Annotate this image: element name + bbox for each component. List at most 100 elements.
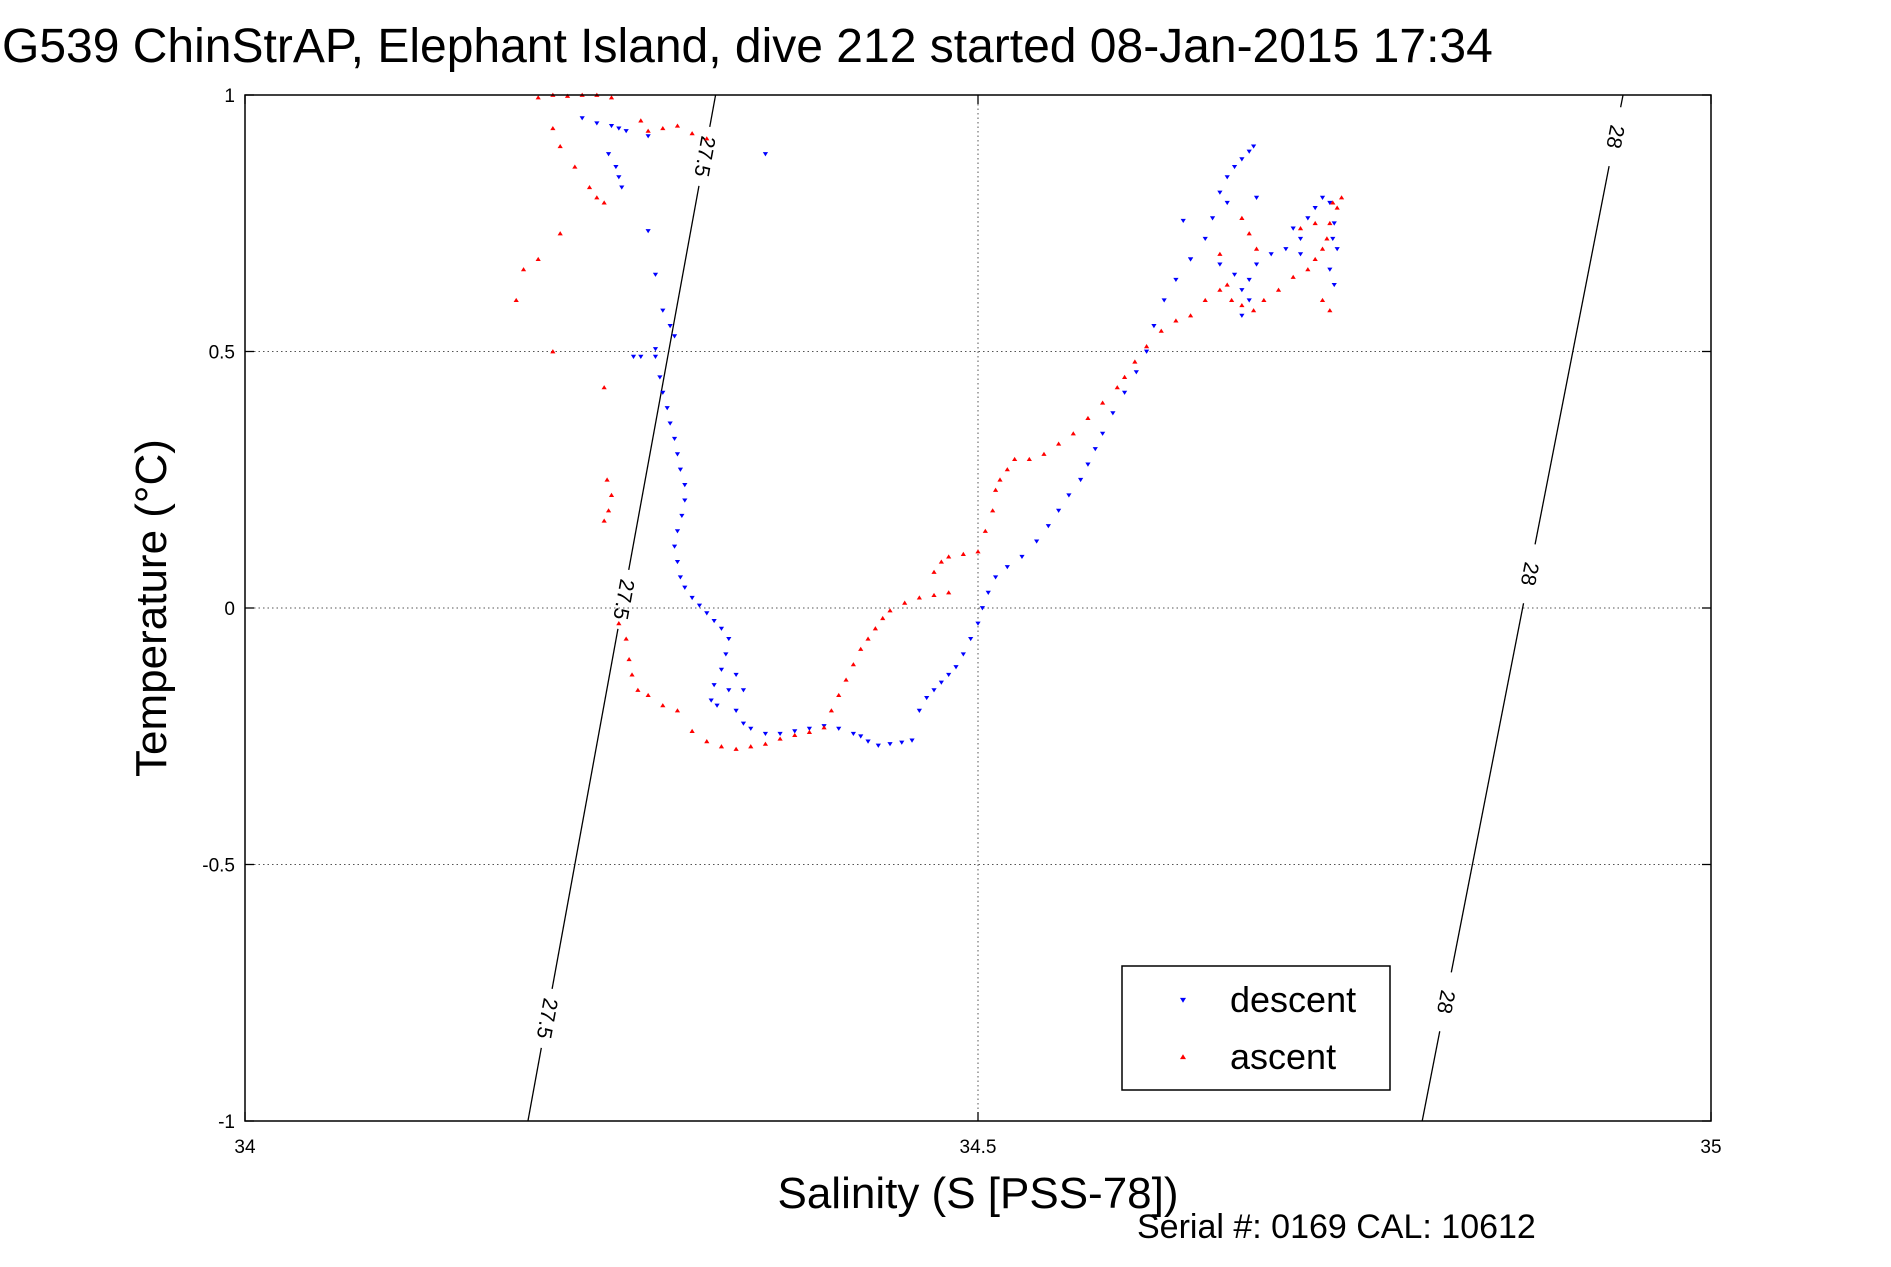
legend: descent ascent (1121, 965, 1391, 1091)
descent-point (975, 621, 981, 626)
ascent-point (520, 267, 527, 272)
ascent-point (608, 492, 615, 497)
descent-point (887, 742, 893, 747)
descent-point (704, 611, 710, 616)
ascent-point (762, 741, 769, 746)
descent-point (726, 688, 732, 693)
descent-point (1161, 298, 1167, 303)
descent-point (718, 667, 725, 672)
ascent-point (1217, 287, 1223, 292)
descent-point (616, 175, 622, 180)
descent-point (660, 308, 666, 313)
descent-point (1283, 247, 1289, 252)
ascent-point (638, 118, 644, 123)
ascent-point (1246, 231, 1252, 236)
ascent-point (626, 656, 632, 662)
descent-point (1231, 272, 1238, 277)
ascent-point (733, 746, 739, 751)
ascent-point (1229, 297, 1235, 303)
ascent-point (836, 692, 842, 698)
descent-point (667, 324, 673, 329)
x-tick-label: 34 (234, 1137, 256, 1158)
isopycnal-line-segment (1619, 94, 1624, 108)
descent-point (777, 731, 783, 737)
isopycnal-line-segment (551, 628, 619, 989)
descent-point (858, 734, 864, 739)
y-tick-label: 0 (224, 599, 235, 620)
descent-point (1251, 144, 1257, 149)
descent-point (623, 129, 629, 134)
descent-point (652, 354, 659, 359)
data-points (513, 92, 1345, 751)
descent-point (657, 375, 663, 380)
ascent-point (1312, 220, 1318, 226)
descent-point (1180, 218, 1186, 224)
descent-point (1122, 390, 1128, 395)
descent-point (696, 603, 703, 608)
descent-point (638, 354, 644, 359)
ascent-point (1070, 431, 1076, 436)
descent-point (1239, 157, 1245, 162)
ascent-point (821, 725, 827, 730)
descent-point (605, 152, 612, 157)
ascent-point (1275, 287, 1282, 292)
isopycnal-line-segment (1450, 603, 1525, 973)
y-tick-label: -0.5 (202, 856, 235, 877)
descent-point (909, 738, 915, 743)
descent-point (931, 688, 937, 693)
ascent-point (1305, 267, 1311, 272)
descent-point (1290, 226, 1296, 231)
descent-point (664, 406, 670, 411)
descent-point (762, 152, 769, 157)
descent-point (594, 121, 600, 126)
descent-point (806, 726, 813, 731)
ascent-point (916, 595, 922, 600)
descent-point (979, 606, 985, 611)
descent-point (1100, 431, 1106, 436)
ascent-point (997, 477, 1003, 482)
ascent-point (960, 551, 966, 556)
descent-point (1173, 277, 1179, 283)
x-tick-label: 34.5 (960, 1137, 997, 1158)
ascent-point (616, 621, 622, 626)
ascent-point (605, 508, 612, 513)
ascent-point (865, 636, 871, 641)
descent-point (671, 544, 678, 549)
ascent-point (1334, 205, 1340, 210)
ascent-point (1217, 251, 1223, 256)
ascent-point (513, 297, 519, 303)
descent-point (645, 134, 651, 139)
descent-point (938, 680, 944, 685)
ascent-point (992, 487, 999, 492)
ascent-point (674, 708, 681, 713)
ascent-point (645, 692, 651, 698)
isopycnal-label: 28 (1601, 123, 1628, 150)
ascent-point (1319, 297, 1326, 303)
descent-point (1334, 247, 1340, 252)
ascent-point (806, 729, 813, 734)
descent-point (1034, 539, 1040, 544)
descent-point (671, 334, 678, 339)
descent-point (671, 436, 678, 442)
isopycnal-line-segment (1421, 1031, 1441, 1122)
ascent-point (1085, 415, 1091, 421)
ascent-point (1041, 451, 1047, 456)
descent-point (1066, 493, 1072, 498)
descent-point (682, 585, 688, 590)
descent-point (667, 421, 673, 426)
ascent-point (604, 477, 610, 482)
descent-point (708, 698, 714, 703)
ascent-point (1012, 456, 1018, 462)
ascent-point (1312, 256, 1318, 261)
descent-point (1187, 257, 1194, 262)
ascent-point (1261, 297, 1267, 303)
descent-point (748, 726, 754, 731)
descent-point (660, 390, 666, 395)
ascent-point (1239, 302, 1245, 308)
ascent-point (1026, 456, 1032, 462)
ascent-point (880, 615, 886, 621)
ascent-point (550, 349, 556, 354)
descent-point (608, 123, 615, 129)
descent-point (674, 452, 681, 457)
